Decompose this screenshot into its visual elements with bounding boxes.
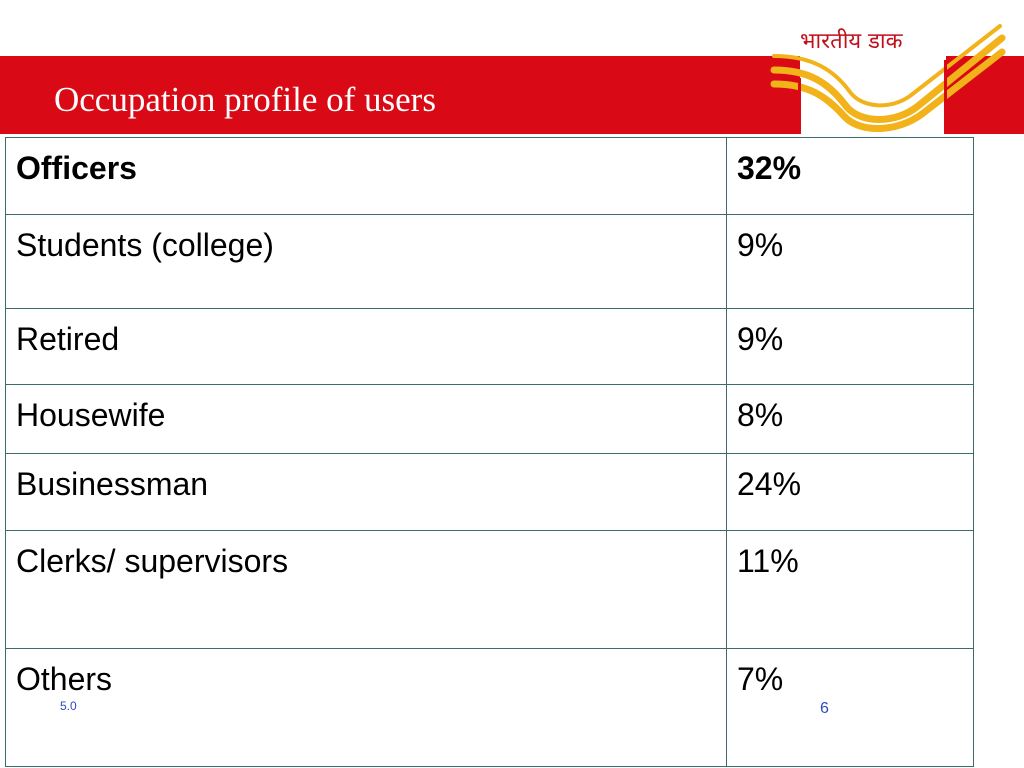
row-label: Housewife	[5, 384, 727, 454]
table-row: Businessman 24%	[5, 453, 974, 531]
table-row: Housewife 8%	[5, 384, 974, 454]
row-value: 9%	[726, 214, 974, 309]
table-row: Students (college) 9%	[5, 214, 974, 309]
row-label: Businessman	[5, 453, 727, 531]
slide-title: Occupation profile of users	[54, 80, 436, 119]
row-value: 8%	[726, 384, 974, 454]
row-label: Students (college)	[5, 214, 727, 309]
row-value: 32%	[726, 137, 974, 215]
row-value: 11%	[726, 530, 974, 649]
row-label: Clerks/ supervisors	[5, 530, 727, 649]
table-row: Retired 9%	[5, 308, 974, 385]
table-row: Clerks/ supervisors 11%	[5, 530, 974, 649]
table-row: Others 7%	[5, 648, 974, 767]
footer-version: 5.0	[60, 699, 77, 713]
row-label: Retired	[5, 308, 727, 385]
occupation-table: Officers 32% Students (college) 9% Retir…	[5, 137, 974, 767]
row-value: 24%	[726, 453, 974, 531]
logo-text: भारतीय डाक	[800, 29, 903, 54]
row-label: Others	[5, 648, 727, 767]
table-row: Officers 32%	[5, 137, 974, 215]
page-number: 6	[820, 700, 829, 717]
row-value: 7%	[726, 648, 974, 767]
india-post-logo-icon	[770, 24, 1006, 134]
row-value: 9%	[726, 308, 974, 385]
row-label: Officers	[5, 137, 727, 215]
